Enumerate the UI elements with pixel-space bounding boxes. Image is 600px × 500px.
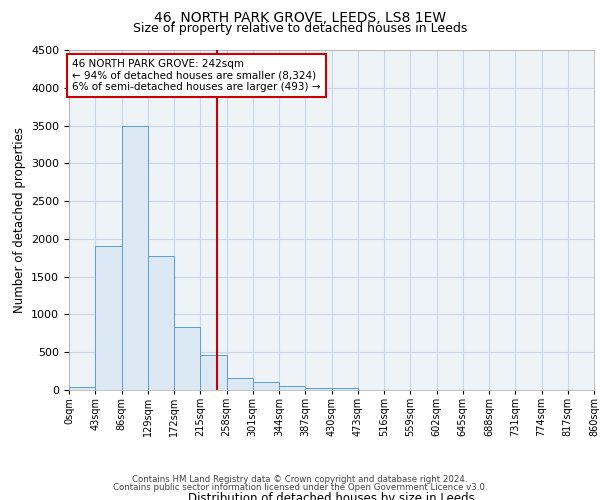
Bar <box>331 388 358 390</box>
X-axis label: Distribution of detached houses by size in Leeds: Distribution of detached houses by size … <box>188 492 475 500</box>
Bar <box>305 388 331 390</box>
Text: 46, NORTH PARK GROVE, LEEDS, LS8 1EW: 46, NORTH PARK GROVE, LEEDS, LS8 1EW <box>154 11 446 25</box>
Bar <box>227 378 253 390</box>
Text: Contains public sector information licensed under the Open Government Licence v3: Contains public sector information licen… <box>113 484 487 492</box>
Text: 46 NORTH PARK GROVE: 242sqm
← 94% of detached houses are smaller (8,324)
6% of s: 46 NORTH PARK GROVE: 242sqm ← 94% of det… <box>72 59 320 92</box>
Bar <box>69 387 95 390</box>
Text: Contains HM Land Registry data © Crown copyright and database right 2024.: Contains HM Land Registry data © Crown c… <box>132 474 468 484</box>
Y-axis label: Number of detached properties: Number of detached properties <box>13 127 26 313</box>
Bar <box>279 386 305 390</box>
Bar <box>253 382 279 390</box>
Bar <box>200 355 227 390</box>
Bar <box>174 326 200 390</box>
Bar <box>148 256 174 390</box>
Bar <box>121 126 148 390</box>
Bar <box>95 246 121 390</box>
Text: Size of property relative to detached houses in Leeds: Size of property relative to detached ho… <box>133 22 467 35</box>
